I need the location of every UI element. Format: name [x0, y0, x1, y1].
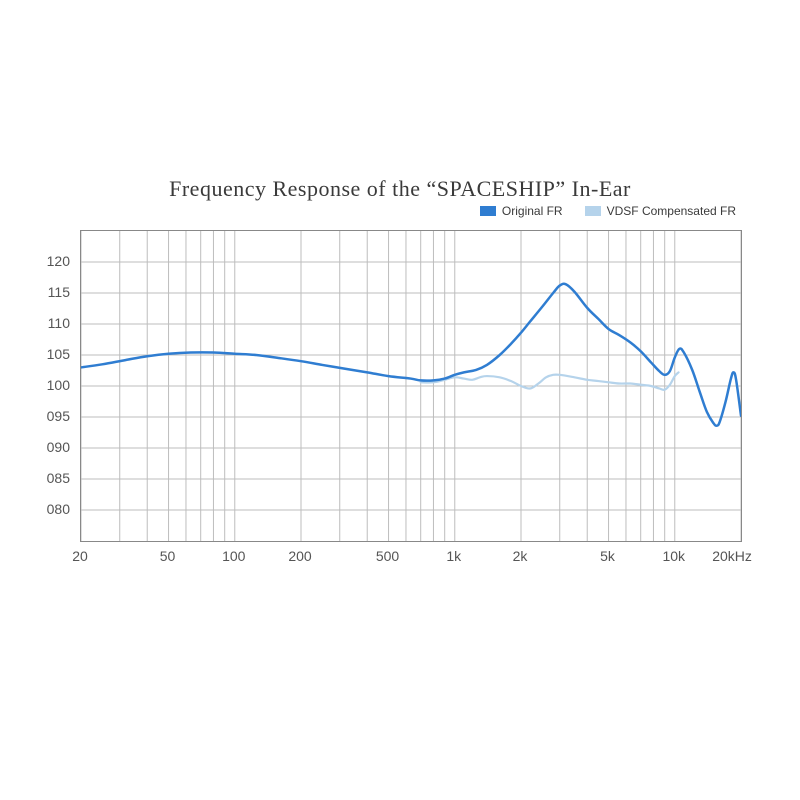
- y-tick-label: 110: [48, 315, 70, 331]
- x-tick-label: 5k: [600, 548, 615, 564]
- y-tick-label: 080: [47, 501, 70, 517]
- legend-swatch-original: [480, 206, 496, 216]
- y-tick-label: 085: [47, 470, 70, 486]
- y-tick-label: 095: [47, 408, 70, 424]
- y-axis-labels: 120 115 110 105 100 095 090 085 080: [0, 230, 70, 540]
- plot-area: [80, 230, 742, 542]
- y-tick-label: 105: [47, 346, 70, 362]
- chart-legend: Original FR VDSF Compensated FR: [480, 204, 736, 218]
- x-tick-label: 10k: [662, 548, 685, 564]
- y-tick-label: 120: [47, 253, 70, 269]
- x-tick-label: 2k: [513, 548, 528, 564]
- x-tick-label: 1k: [446, 548, 461, 564]
- x-tick-label: 100: [222, 548, 245, 564]
- plot-svg: [81, 231, 741, 541]
- legend-label-compensated: VDSF Compensated FR: [607, 204, 736, 218]
- chart-title: Frequency Response of the “SPACESHIP” In…: [0, 176, 800, 202]
- x-tick-label: 500: [376, 548, 399, 564]
- x-axis-labels: 20501002005001k2k5k10k20kHz: [80, 548, 740, 568]
- x-tick-label: 200: [288, 548, 311, 564]
- legend-item-compensated: VDSF Compensated FR: [585, 204, 736, 218]
- chart-container: Frequency Response of the “SPACESHIP” In…: [0, 0, 800, 800]
- x-tick-label: 20: [72, 548, 88, 564]
- x-tick-label: 50: [160, 548, 176, 564]
- y-tick-label: 090: [47, 439, 70, 455]
- legend-label-original: Original FR: [502, 204, 563, 218]
- y-tick-label: 100: [47, 377, 70, 393]
- legend-swatch-compensated: [585, 206, 601, 216]
- legend-item-original: Original FR: [480, 204, 563, 218]
- y-tick-label: 115: [48, 284, 70, 300]
- x-tick-label: 20kHz: [712, 548, 752, 564]
